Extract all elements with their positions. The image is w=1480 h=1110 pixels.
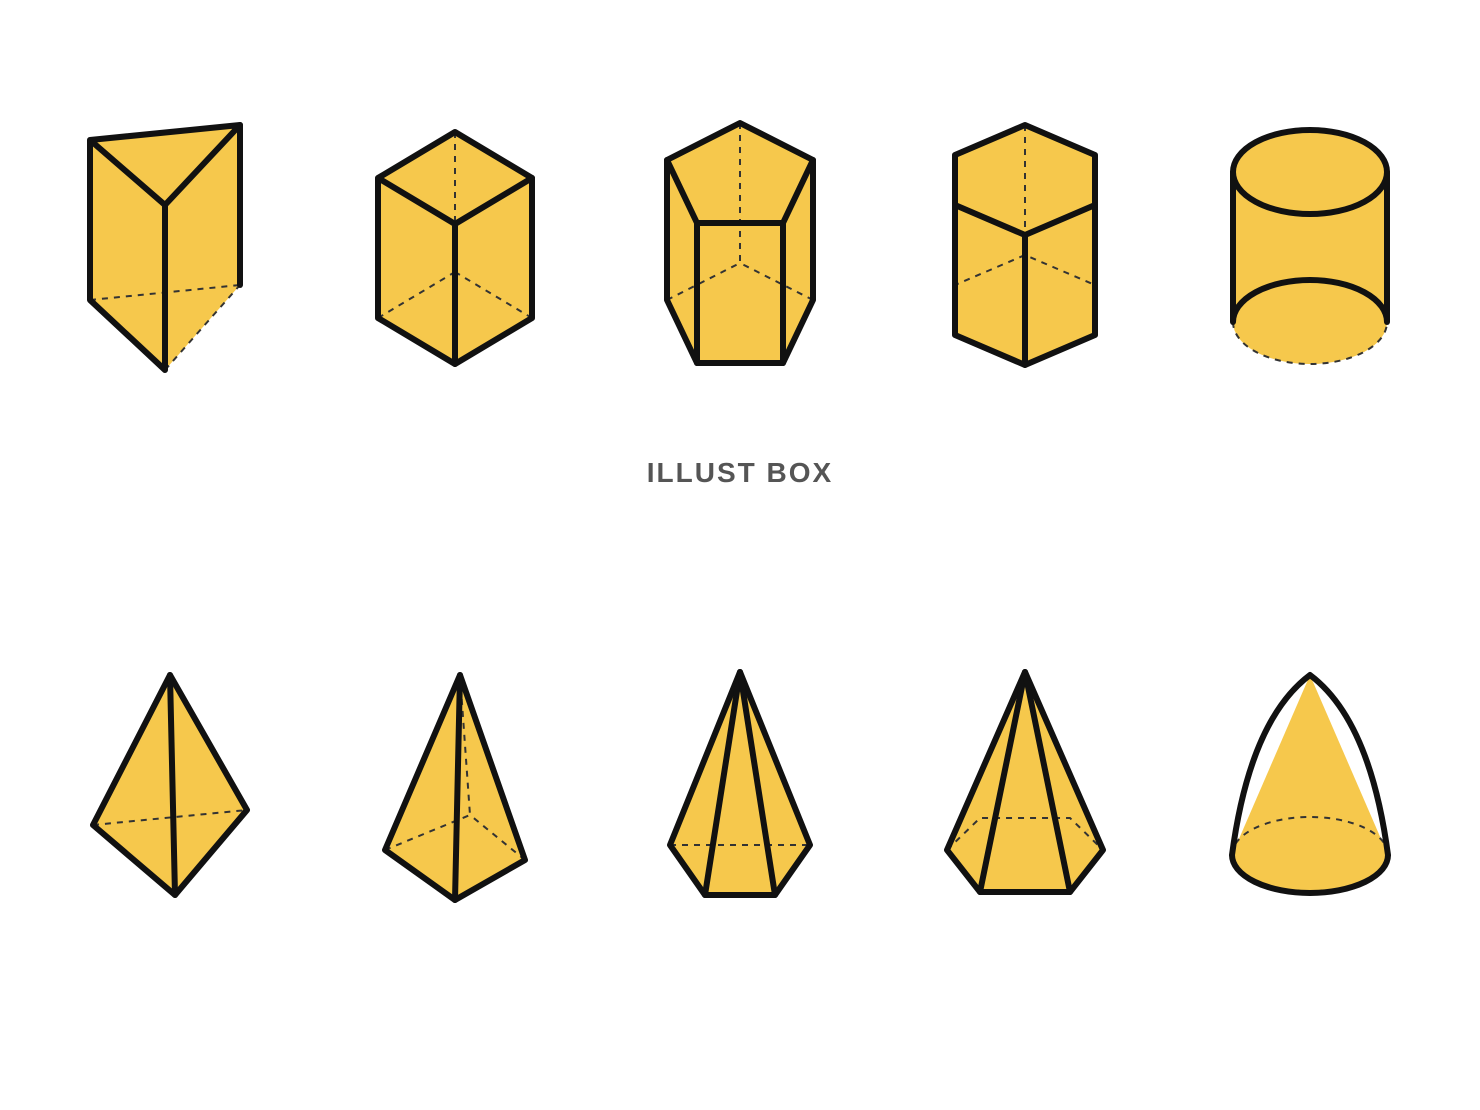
prisms-row [0, 100, 1480, 400]
cylinder-icon [1205, 110, 1415, 390]
hexagonal-prism-icon [920, 105, 1130, 395]
triangular-pyramid-icon [75, 660, 265, 920]
cylinder [1195, 100, 1425, 400]
title: ILLUST BOX [0, 457, 1480, 489]
pentagonal-prism-icon [635, 105, 845, 395]
triangular-prism-icon [70, 110, 270, 390]
hexagonal-pyramid [910, 640, 1140, 940]
hexagonal-prism [910, 100, 1140, 400]
square-pyramid-icon [360, 660, 550, 920]
pyramids-row [0, 640, 1480, 940]
hexagonal-pyramid-icon [925, 660, 1125, 920]
triangular-prism [55, 100, 285, 400]
pentagonal-prism [625, 100, 855, 400]
pentagonal-pyramid-icon [645, 660, 835, 920]
cube [340, 100, 570, 400]
cube-icon-clean [350, 110, 560, 390]
cone-icon [1210, 660, 1410, 920]
canvas: ILLUST BOX [0, 0, 1480, 1110]
pentagonal-pyramid [625, 640, 855, 940]
triangular-pyramid [55, 640, 285, 940]
square-pyramid [340, 640, 570, 940]
cone [1195, 640, 1425, 940]
